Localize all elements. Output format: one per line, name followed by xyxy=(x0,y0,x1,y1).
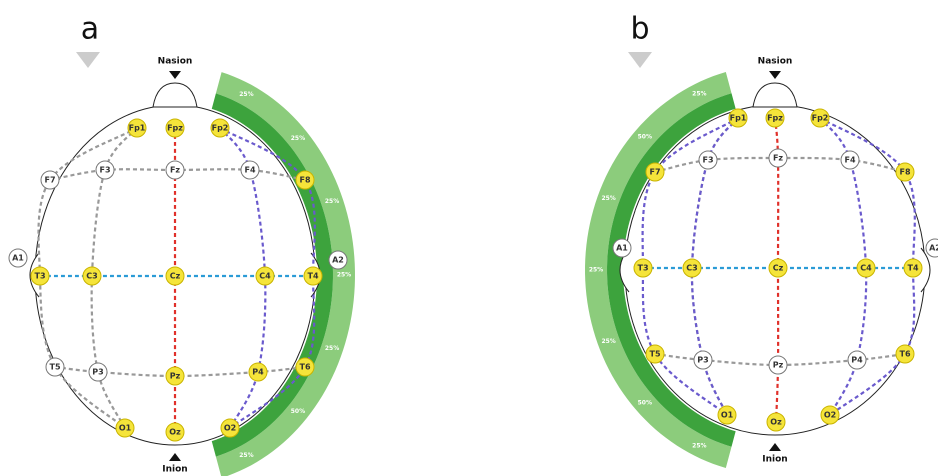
nasion-marker xyxy=(769,71,781,79)
panel-arrow xyxy=(628,52,652,68)
electrode-label: P4 xyxy=(851,356,863,365)
electrode-label: Fz xyxy=(773,154,783,163)
electrode-label: Fpz xyxy=(167,124,183,133)
electrode-label: T6 xyxy=(299,363,310,372)
electrode-label: T4 xyxy=(307,272,318,281)
electrode-label: O1 xyxy=(721,411,734,420)
electrode-label: Cz xyxy=(773,264,784,273)
band-label: 50% xyxy=(291,408,305,415)
band-label: 50% xyxy=(638,133,652,140)
electrode-label: T3 xyxy=(34,272,45,281)
electrode-label: Pz xyxy=(170,372,181,381)
electrode-label: Fp1 xyxy=(730,114,747,123)
electrode-label: P3 xyxy=(92,368,103,377)
band-label: 25% xyxy=(291,135,305,142)
band-label: 25% xyxy=(325,345,339,352)
electrode-label: C3 xyxy=(686,264,697,273)
electrode-label: O1 xyxy=(119,424,132,433)
nasion-marker xyxy=(169,71,181,79)
inion-marker xyxy=(169,453,181,461)
electrode-label: T4 xyxy=(907,264,918,273)
panel-label: a xyxy=(81,12,99,47)
eeg-diagram: a 25% 25% 25% 25% 25% 50% 25% Nasion Inion Fp1 Fpz F… xyxy=(0,0,938,476)
electrode-label: Oz xyxy=(169,428,181,437)
electrode-label: Cz xyxy=(170,272,181,281)
electrode-label: C4 xyxy=(259,272,271,281)
band-label: 50% xyxy=(638,400,652,407)
electrode-label: F7 xyxy=(44,176,55,185)
electrode-label: C3 xyxy=(86,272,97,281)
electrode-label: A1 xyxy=(12,254,24,263)
electrode-label: Fp2 xyxy=(812,114,829,123)
inion-label: Inion xyxy=(762,455,787,465)
nasion-label: Nasion xyxy=(158,57,193,67)
electrode-label: T5 xyxy=(649,350,660,359)
electrode-label: F3 xyxy=(702,156,713,165)
nose xyxy=(753,83,797,107)
electrode-label: A1 xyxy=(616,244,628,253)
nasion-label: Nasion xyxy=(758,57,793,67)
electrode-label: F4 xyxy=(244,166,255,175)
band-label: 25% xyxy=(692,442,706,449)
band-label: 25% xyxy=(239,452,253,459)
electrode-label: F7 xyxy=(649,168,660,177)
electrode-label: T5 xyxy=(49,363,60,372)
electrode-label: P4 xyxy=(252,368,264,377)
electrode-label: Oz xyxy=(770,418,782,427)
band-label: 25% xyxy=(589,267,603,274)
inion-label: Inion xyxy=(162,465,187,475)
electrode-label: F8 xyxy=(299,176,310,185)
band-label: 25% xyxy=(601,338,615,345)
band-label: 25% xyxy=(692,91,706,98)
inion-marker xyxy=(769,443,781,451)
band-label: 25% xyxy=(337,272,351,279)
electrode-label: A2 xyxy=(929,244,938,253)
electrode-label: O2 xyxy=(824,411,836,420)
electrode-label: Pz xyxy=(773,361,784,370)
electrode-label: Fp1 xyxy=(129,124,146,133)
electrode-label: F8 xyxy=(899,168,910,177)
electrode-label: C4 xyxy=(860,264,872,273)
electrode-label: F3 xyxy=(99,166,110,175)
electrode-label: Fz xyxy=(170,166,180,175)
panel-arrow xyxy=(76,52,100,68)
electrode-label: A2 xyxy=(332,256,344,265)
panel-label: b xyxy=(630,12,649,47)
electrode-label: T3 xyxy=(637,264,648,273)
electrode-label: O2 xyxy=(224,424,236,433)
nose xyxy=(153,83,197,107)
electrode-label: P3 xyxy=(697,356,708,365)
electrode-label: T6 xyxy=(899,350,910,359)
band-label: 25% xyxy=(239,91,253,98)
electrode-label: Fpz xyxy=(767,114,783,123)
electrode-label: F4 xyxy=(844,156,855,165)
band-label: 25% xyxy=(601,195,615,202)
electrode-label: Fp2 xyxy=(212,124,229,133)
band-label: 25% xyxy=(325,198,339,205)
